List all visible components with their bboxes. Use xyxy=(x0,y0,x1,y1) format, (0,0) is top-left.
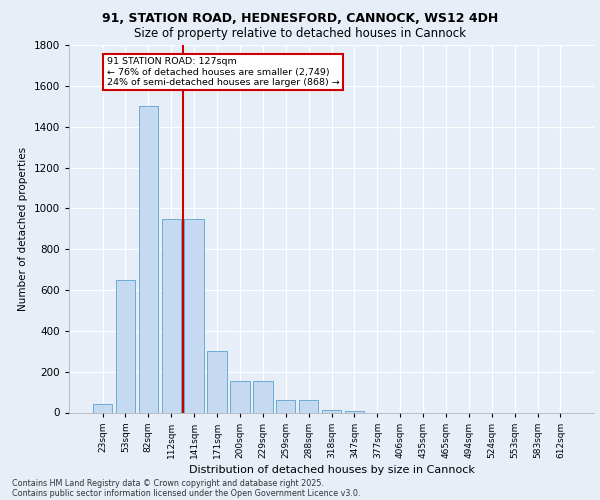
Text: Size of property relative to detached houses in Cannock: Size of property relative to detached ho… xyxy=(134,28,466,40)
Text: Contains public sector information licensed under the Open Government Licence v3: Contains public sector information licen… xyxy=(12,488,361,498)
Bar xyxy=(116,280,135,412)
Bar xyxy=(93,404,112,412)
Bar xyxy=(299,400,319,412)
Text: Contains HM Land Registry data © Crown copyright and database right 2025.: Contains HM Land Registry data © Crown c… xyxy=(12,478,324,488)
X-axis label: Distribution of detached houses by size in Cannock: Distribution of detached houses by size … xyxy=(188,465,475,475)
Text: 91 STATION ROAD: 127sqm
← 76% of detached houses are smaller (2,749)
24% of semi: 91 STATION ROAD: 127sqm ← 76% of detache… xyxy=(107,58,340,87)
Bar xyxy=(139,106,158,412)
Bar xyxy=(253,381,272,412)
Y-axis label: Number of detached properties: Number of detached properties xyxy=(18,146,28,311)
Text: 91, STATION ROAD, HEDNESFORD, CANNOCK, WS12 4DH: 91, STATION ROAD, HEDNESFORD, CANNOCK, W… xyxy=(102,12,498,26)
Bar xyxy=(276,400,295,412)
Bar xyxy=(230,381,250,412)
Bar xyxy=(161,218,181,412)
Bar xyxy=(184,218,204,412)
Bar xyxy=(208,351,227,412)
Bar xyxy=(322,410,341,412)
